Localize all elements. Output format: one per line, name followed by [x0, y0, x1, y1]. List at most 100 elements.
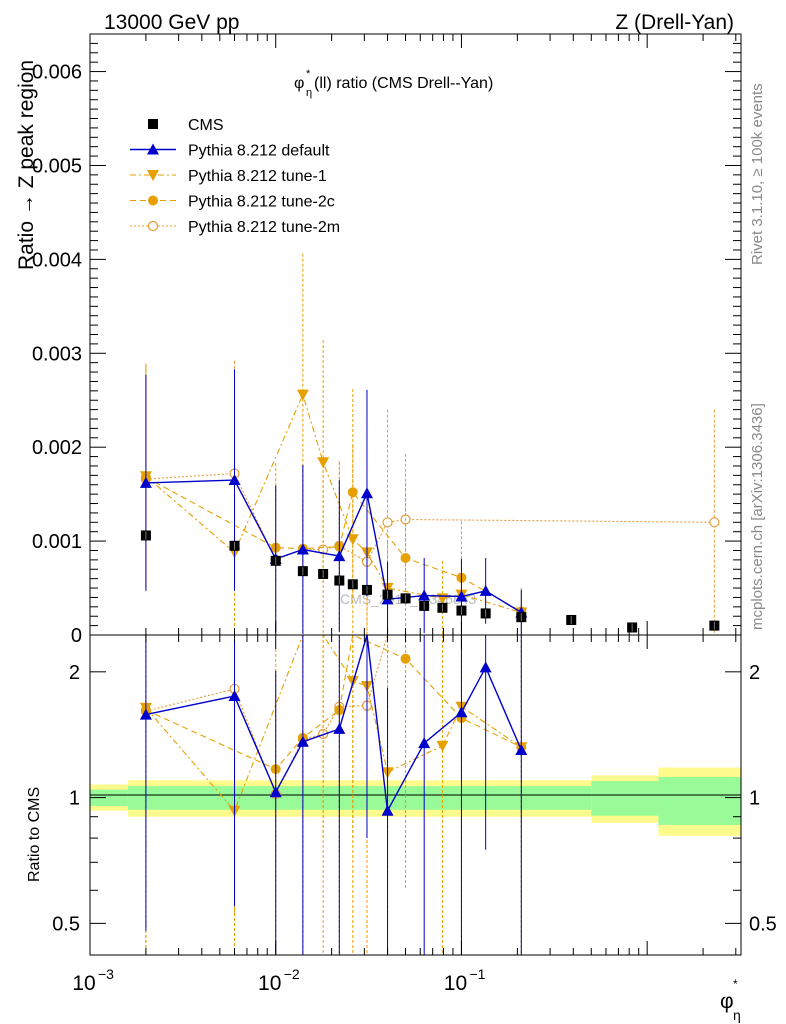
- uncertainty-band-inner: [658, 777, 741, 825]
- y-tick-label: 0.005: [32, 155, 82, 177]
- ratio-panel: 0.5 0.5 1 1 2 2: [52, 634, 777, 956]
- y-tick-label: 0.004: [32, 249, 82, 271]
- title-suffix: (ll) ratio (CMS Drell--Yan): [314, 75, 493, 92]
- x-tick-label-base: 10: [258, 972, 281, 995]
- y-tick-label: 0.003: [32, 343, 82, 365]
- point-tune1: [317, 457, 330, 469]
- ratio-y-tick-label-right: 2: [749, 662, 760, 684]
- x-tick-label-exp: −3: [98, 966, 114, 982]
- ratio-point-default: [228, 690, 241, 702]
- legend-label-default: Pythia 8.212 default: [188, 143, 330, 160]
- legend-item-default: Pythia 8.212 default: [130, 143, 330, 160]
- legend: CMS Pythia 8.212 default Pythia 8.212 tune…: [130, 117, 340, 236]
- main-title: φ * η (ll) ratio (CMS Drell--Yan): [294, 68, 493, 99]
- legend-label-tune2m: Pythia 8.212 tune-2m: [188, 219, 340, 236]
- legend-label-tune2c: Pythia 8.212 tune-2c: [188, 194, 335, 211]
- rivet-label: Rivet 3.1.10, ≥ 100k events: [749, 83, 766, 265]
- main-panel: CMS_2015_I1346843 00.0010.0020.0030.0040…: [32, 33, 742, 647]
- uncertainty-band-inner: [591, 781, 659, 816]
- point-tune2m: [709, 517, 720, 528]
- point-tune2m: [382, 517, 393, 528]
- ratio-point-default: [418, 737, 431, 749]
- x-tick-label-base: 10: [444, 972, 467, 995]
- ratio-frame: [89, 634, 742, 956]
- legend-marker-default: [147, 143, 159, 155]
- title-sub: η: [306, 87, 312, 99]
- x-tick-label: 10 −2: [258, 966, 300, 995]
- header-left: 13000 GeV pp: [104, 11, 239, 34]
- point-tune1: [346, 534, 359, 546]
- x-tick-label: 10 −3: [72, 966, 114, 995]
- x-tick-label-exp: −2: [284, 966, 300, 982]
- legend-marker-tune2c: [148, 195, 158, 206]
- ratio-line-tune2m: [145, 634, 406, 796]
- ratio-y-tick-label-left: 0.5: [52, 913, 80, 935]
- ratio-point-default: [479, 661, 492, 673]
- main-ylabel: Ratio → Z peak region: [15, 60, 38, 270]
- ratio-line-tune2c: [145, 634, 522, 770]
- ratio-point-default: [515, 743, 528, 755]
- ratio-y-tick-label-left: 1: [69, 788, 80, 810]
- point-default: [418, 589, 431, 601]
- ratio-series-default: [139, 634, 528, 955]
- svg-text:φ: φ: [294, 75, 304, 92]
- legend-item-cms: CMS: [148, 117, 224, 134]
- point-default: [360, 487, 373, 499]
- point-default: [455, 590, 468, 602]
- point-tune2c: [400, 552, 411, 563]
- line-tune2m: [145, 472, 715, 563]
- line-tune1: [145, 392, 522, 614]
- ratio-point-default: [139, 708, 152, 720]
- ratio-point-default: [333, 722, 346, 734]
- legend-label-cms: CMS: [188, 117, 224, 134]
- ratio-point-default: [455, 706, 468, 718]
- svg-text:(ll) ratio (CMS Drell--Yan): (ll) ratio (CMS Drell--Yan): [314, 75, 493, 92]
- legend-marker-tune2m: [147, 220, 159, 232]
- mcplots-label: mcplots.cern.ch [arXiv:1306.3436]: [749, 403, 766, 630]
- ratio-point-default: [296, 735, 309, 747]
- header-right: Z (Drell-Yan): [615, 11, 734, 34]
- ratio-y-tick-label-right: 1: [749, 788, 760, 810]
- legend-label-tune1: Pythia 8.212 tune-1: [188, 168, 327, 185]
- x-tick-label: 10 −1: [444, 966, 486, 995]
- x-axis-label: φ * η: [720, 977, 741, 1023]
- series-default: [139, 369, 528, 635]
- y-tick-label: 0.001: [32, 531, 82, 553]
- svg-text:*: *: [733, 977, 738, 991]
- series-tune1: [139, 253, 528, 635]
- svg-text:η: η: [306, 87, 312, 99]
- ratio-point-default: [381, 804, 394, 816]
- legend-marker-tune1: [147, 170, 159, 181]
- svg-text:η: η: [733, 1007, 741, 1023]
- legend-marker-cms: [148, 119, 158, 129]
- ratio-point-default: [269, 786, 282, 798]
- point-tune1: [296, 389, 309, 401]
- legend-item-tune1: Pythia 8.212 tune-1: [130, 168, 327, 185]
- title-phi: φ: [294, 75, 304, 92]
- legend-item-tune2m: Pythia 8.212 tune-2m: [130, 219, 340, 236]
- uncertainty-band-inner: [127, 786, 592, 810]
- x-tick-label-base: 10: [72, 972, 95, 995]
- uncertainty-band-inner: [90, 789, 128, 806]
- xlabel-sub: η: [733, 1007, 741, 1023]
- ratio-y-tick-label-left: 2: [69, 662, 80, 684]
- y-tick-label: 0.002: [32, 437, 82, 459]
- svg-text:φ: φ: [720, 990, 734, 1013]
- legend-item-tune2c: Pythia 8.212 tune-2c: [130, 194, 335, 211]
- point-default: [333, 550, 346, 562]
- point-default: [139, 476, 152, 488]
- point-default: [296, 543, 309, 555]
- svg-text:*: *: [306, 68, 311, 80]
- x-tick-label-exp: −1: [469, 966, 485, 982]
- ratio-ylabel: Ratio to CMS: [26, 787, 43, 882]
- ratio-point-tune2c: [400, 653, 411, 664]
- xlabel-phi: φ: [720, 990, 734, 1013]
- ratio-y-tick-label-right: 0.5: [749, 913, 777, 935]
- y-tick-label: 0.006: [32, 62, 82, 84]
- xlabel-sup: *: [733, 977, 738, 991]
- ratio-line-tune1: [145, 634, 522, 812]
- title-sup: *: [306, 68, 311, 80]
- point-default: [228, 474, 241, 486]
- y-tick-label: 0: [71, 625, 82, 647]
